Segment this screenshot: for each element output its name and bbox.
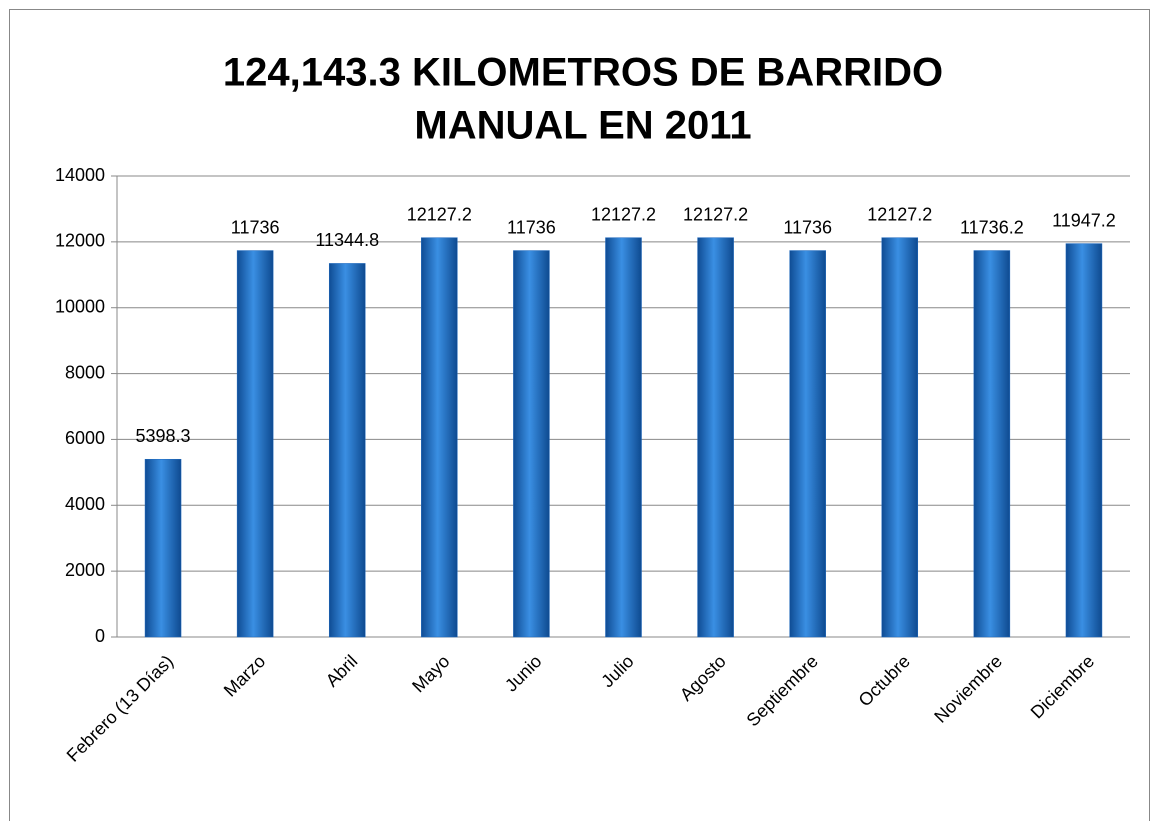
bar: [328, 263, 366, 638]
bar: [697, 237, 734, 638]
y-tick-label: 14000: [55, 165, 105, 185]
data-label: 11736: [507, 217, 556, 237]
bar: [881, 237, 919, 638]
bar: [236, 250, 274, 638]
y-tick-label: 8000: [65, 362, 105, 382]
y-tick-label: 2000: [65, 560, 105, 580]
y-tick-label: 12000: [55, 231, 105, 251]
data-label: 12127.2: [867, 204, 932, 224]
bar: [1065, 243, 1103, 638]
chart-title: MANUAL EN 2011: [414, 104, 751, 148]
data-label: 11736.2: [960, 217, 1024, 237]
bar: [605, 237, 642, 638]
data-label: 11736: [231, 217, 280, 237]
bar: [973, 250, 1011, 638]
bar: [421, 237, 458, 638]
chart-title: 124,143.3 KILOMETROS DE BARRIDO: [223, 51, 943, 95]
data-label: 5398.3: [136, 426, 191, 446]
y-tick-label: 10000: [55, 296, 105, 316]
data-label: 12127.2: [683, 204, 748, 224]
data-label: 11947.2: [1052, 210, 1116, 230]
y-tick-label: 4000: [65, 494, 105, 514]
y-tick-label: 0: [95, 626, 105, 646]
data-label: 11736: [783, 217, 832, 237]
bar: [789, 250, 826, 638]
y-tick-label: 6000: [65, 428, 105, 448]
bar: [513, 250, 550, 638]
data-label: 12127.2: [591, 204, 656, 224]
bar: [144, 458, 182, 638]
data-label: 11344.8: [315, 230, 379, 250]
chart-frame: [9, 9, 1150, 821]
data-label: 12127.2: [407, 204, 472, 224]
